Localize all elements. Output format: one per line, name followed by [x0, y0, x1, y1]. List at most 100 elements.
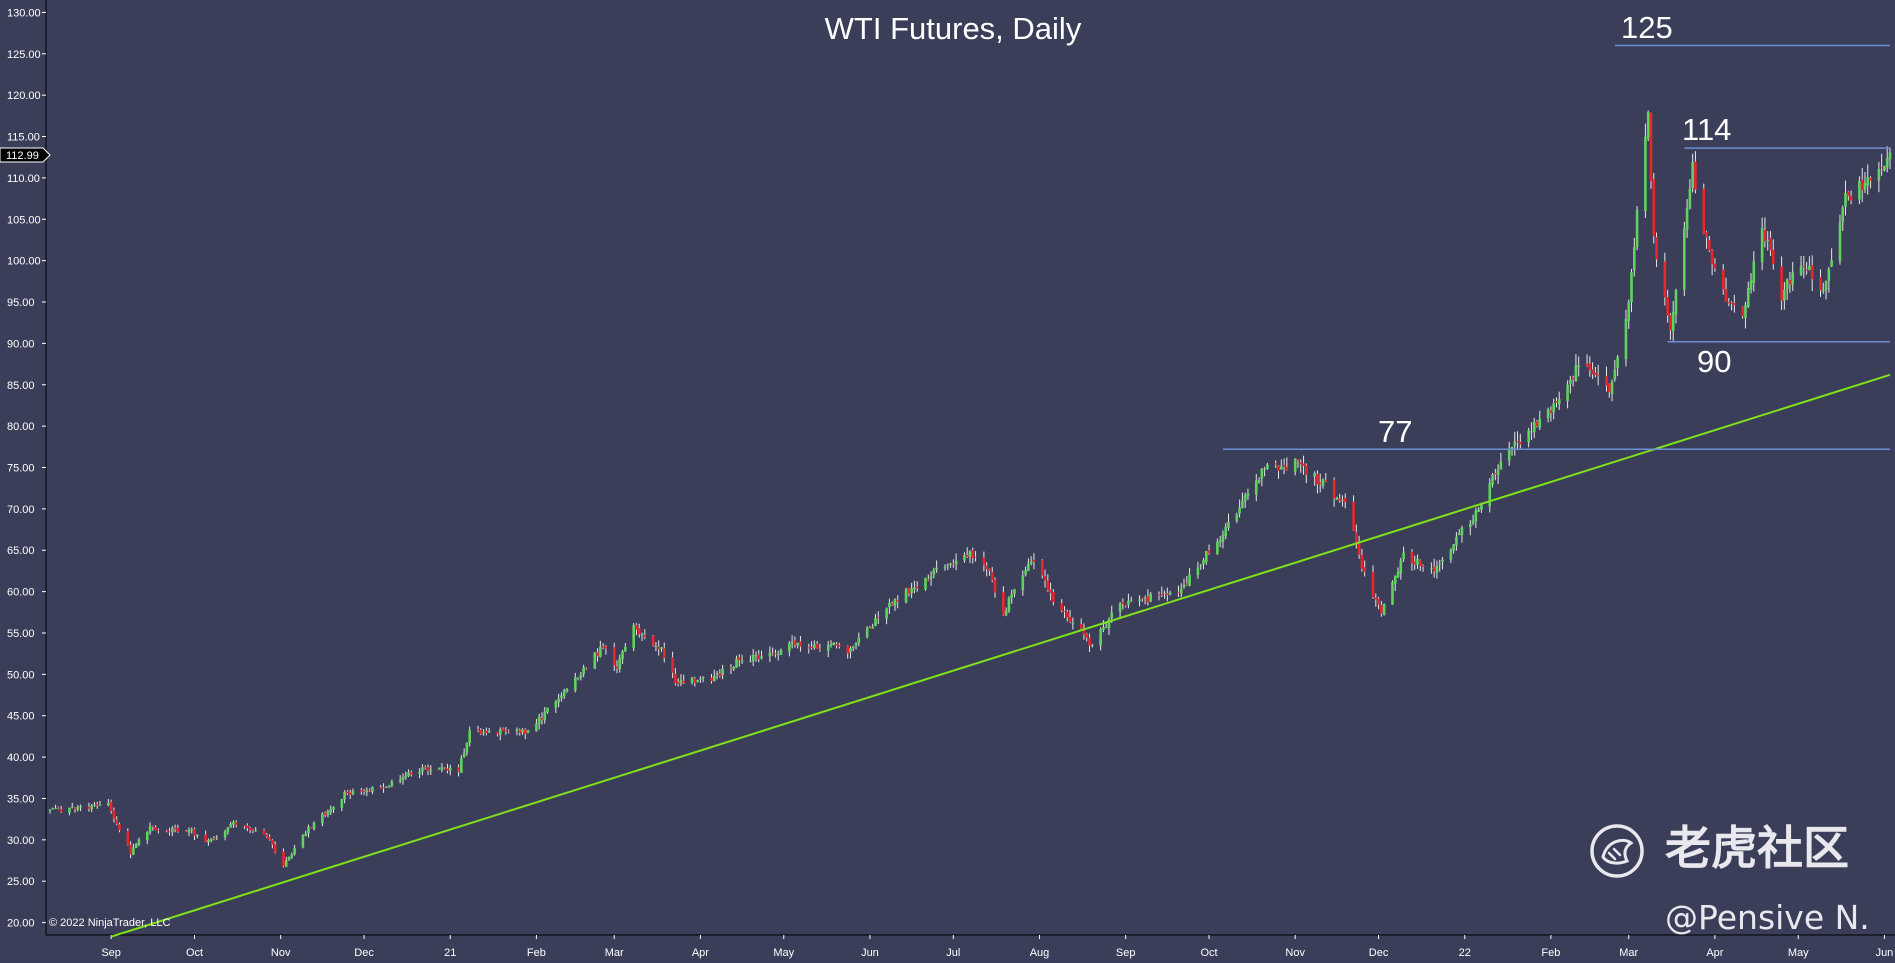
candle-body: [985, 565, 988, 570]
candle-body: [515, 729, 519, 732]
candle-body: [1552, 403, 1555, 413]
candle-body: [893, 599, 897, 606]
candle-body: [134, 843, 138, 848]
candle: [935, 560, 938, 573]
candle-body: [365, 790, 369, 793]
candle-body: [1880, 167, 1883, 169]
candle-body: [1491, 474, 1494, 485]
candle: [1499, 452, 1503, 470]
candle-body: [1391, 581, 1394, 605]
candle-body: [790, 641, 794, 644]
candle: [1733, 294, 1736, 313]
candle-body: [1046, 580, 1050, 591]
candle: [1858, 176, 1861, 205]
candle-body: [1382, 603, 1386, 615]
candle-body: [170, 828, 174, 833]
candle: [1202, 557, 1205, 570]
candle-body: [874, 617, 877, 627]
candle: [712, 669, 716, 682]
candle: [838, 642, 841, 649]
candle: [307, 824, 310, 838]
candle-body: [1168, 592, 1172, 595]
candle: [1299, 459, 1303, 473]
candle: [790, 635, 794, 649]
candle: [799, 635, 802, 652]
candle: [701, 676, 705, 683]
candle-body: [1877, 168, 1881, 181]
candle-body: [165, 829, 169, 832]
candle-body: [1585, 363, 1589, 366]
candle: [1052, 589, 1055, 606]
candle: [993, 577, 997, 598]
candle-body: [1399, 560, 1403, 574]
candle: [1752, 251, 1756, 292]
candle: [1421, 564, 1425, 572]
candle-body: [379, 787, 383, 789]
candle-body: [676, 682, 680, 684]
candle-body: [1549, 410, 1553, 413]
candle-body: [1646, 112, 1650, 139]
candle-body: [1313, 473, 1316, 477]
candle-body: [982, 557, 986, 565]
candle-body: [54, 807, 57, 810]
candle: [1694, 151, 1697, 194]
candle-body: [448, 767, 452, 771]
candle: [1566, 380, 1569, 409]
candle-body: [1110, 612, 1114, 619]
candle: [810, 641, 813, 650]
candle-body: [1157, 594, 1161, 596]
y-tick-label: 30.00: [7, 835, 35, 847]
candle-body: [248, 827, 252, 831]
candle: [596, 648, 599, 662]
candle-body: [904, 589, 908, 603]
candle-body: [601, 646, 605, 648]
candle-body: [1474, 510, 1478, 522]
candle-body: [187, 829, 191, 833]
candle: [1079, 618, 1083, 631]
candle-body: [865, 627, 869, 638]
candle: [868, 625, 872, 629]
candle: [757, 649, 761, 663]
candle: [949, 562, 952, 568]
candle: [854, 642, 858, 650]
candle: [1799, 256, 1803, 276]
candles: [48, 110, 1892, 868]
candle-body: [1435, 565, 1439, 573]
candle: [963, 552, 966, 563]
candle: [418, 768, 421, 779]
candle: [476, 725, 480, 733]
candle-body: [1510, 446, 1514, 450]
candle: [1496, 464, 1500, 485]
candle-body: [832, 642, 836, 646]
candle-body: [1257, 480, 1261, 483]
candle: [1507, 441, 1511, 466]
candle-body: [1377, 598, 1380, 605]
candle-body: [1694, 161, 1697, 190]
candle: [1432, 558, 1436, 578]
candle-body: [284, 860, 288, 867]
candle-body: [1160, 593, 1164, 595]
candle: [70, 802, 74, 809]
candle: [1452, 543, 1455, 554]
candle-body: [1569, 379, 1572, 384]
candle: [1413, 555, 1417, 570]
candle-body: [1343, 498, 1347, 503]
candle: [87, 802, 91, 812]
candle-body: [1254, 480, 1258, 495]
candle: [1847, 190, 1850, 201]
candle: [982, 551, 986, 572]
candle: [907, 587, 911, 597]
candle: [1471, 514, 1475, 526]
candle: [1669, 313, 1672, 340]
candle-body: [329, 809, 333, 813]
candle: [387, 785, 391, 788]
candle: [243, 824, 246, 830]
candle: [362, 788, 366, 796]
candle: [682, 674, 686, 684]
candle-body: [1838, 222, 1842, 262]
candle: [1574, 353, 1578, 382]
candle: [134, 842, 138, 849]
candle: [204, 830, 207, 843]
candle-body: [696, 680, 699, 683]
candle: [368, 788, 371, 792]
